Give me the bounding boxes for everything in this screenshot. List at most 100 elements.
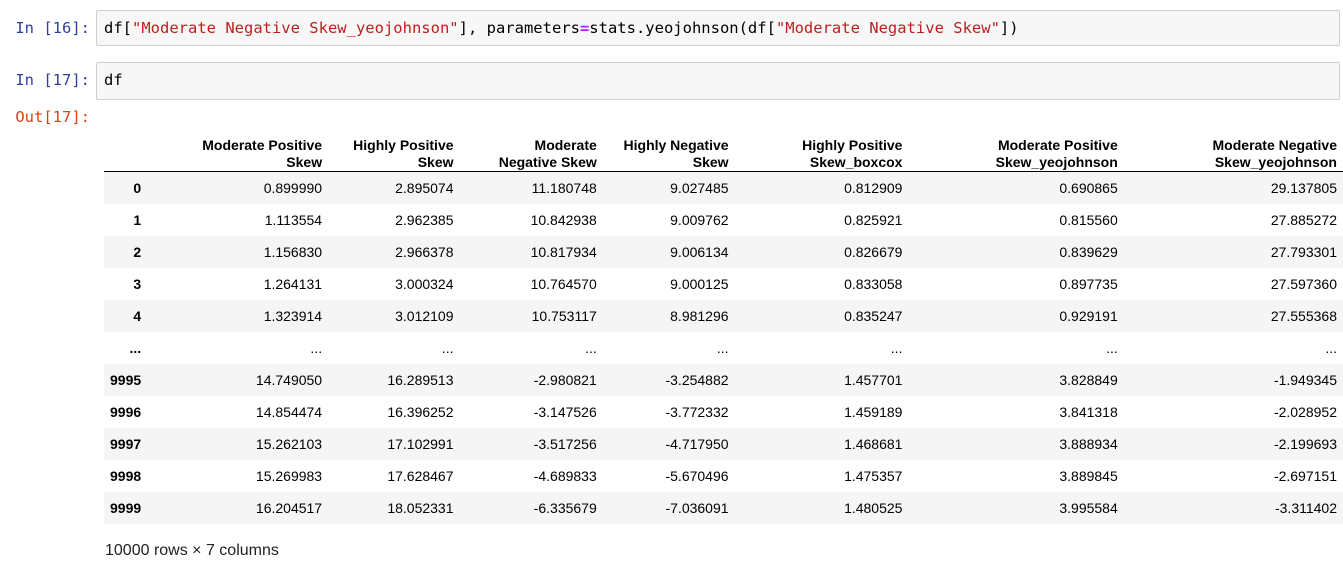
table-cell: 9.009762	[670, 211, 729, 228]
code-token: df	[104, 71, 123, 89]
table-cell: 1.457701	[844, 371, 903, 388]
output-prompt-17: Out[17]:	[15, 108, 90, 126]
row-index: 1	[133, 211, 142, 228]
table-cell: 1.264131	[263, 275, 323, 292]
table-cell: -3.147526	[533, 403, 597, 420]
table-cell: ...	[310, 339, 323, 356]
table-cell: 3.889845	[1059, 467, 1118, 484]
code-cell-17[interactable]: In [17]: df	[0, 62, 1343, 100]
table-cell: ...	[716, 339, 729, 356]
code-token: ], parameters	[458, 19, 580, 37]
column-header-line: Skew	[692, 154, 729, 170]
table-cell: -2.199693	[1273, 435, 1337, 452]
column-header-line: Moderate	[534, 137, 597, 153]
column-header: Moderate Positive Skew	[147, 124, 329, 172]
code-token: stats.yeojohnson(df[	[589, 19, 776, 37]
row-index: 2	[133, 243, 142, 260]
table-row: 9999 16.204517 18.052331 -6.335679 -7.036091…	[104, 491, 1343, 524]
table-cell: 9.006134	[670, 243, 729, 260]
table-cell: 0.812909	[844, 179, 903, 196]
table-cell: 1.475357	[844, 467, 903, 484]
table-cell: 16.204517	[255, 499, 323, 516]
table-cell: 9.000125	[670, 275, 729, 292]
table-row: 2 1.156830 2.966378 10.817934 9.006134 0.8266…	[104, 235, 1343, 268]
table-cell: 0.899990	[263, 179, 323, 196]
table-cell: 0.825921	[844, 211, 903, 228]
table-cell: 3.888934	[1059, 435, 1118, 452]
table-cell: -3.254882	[665, 371, 729, 388]
column-header-line: Negative Skew	[498, 154, 597, 170]
table-cell: 27.555368	[1270, 307, 1337, 324]
table-cell: -6.335679	[533, 499, 597, 516]
table-row: 1 1.113554 2.962385 10.842938 9.009762 0.8259…	[104, 204, 1343, 236]
code-token: ])	[999, 19, 1019, 37]
table-cell: -1.949345	[1273, 371, 1337, 388]
table-cell: 2.962385	[395, 211, 454, 228]
row-index: 9997	[110, 435, 142, 452]
table-cell: 3.995584	[1059, 499, 1118, 516]
table-cell: ...	[585, 339, 597, 356]
table-cell: 1.468681	[844, 435, 903, 452]
column-header: Highly Positive Skew	[328, 124, 460, 172]
table-cell: 10.817934	[530, 243, 597, 260]
row-index: ...	[129, 339, 142, 356]
table-cell: 8.981296	[670, 307, 729, 324]
row-index: 0	[133, 179, 142, 196]
code-editor-16[interactable]: df["Moderate Negative Skew_yeojohnson"],…	[96, 10, 1340, 46]
column-header-line: Skew_yeojohnson	[1214, 154, 1337, 170]
input-prompt-17: In [17]:	[15, 71, 90, 89]
column-header-line: Skew_boxcox	[809, 154, 903, 170]
table-cell: 17.102991	[387, 435, 454, 452]
column-header-line: Moderate Positive	[997, 137, 1118, 153]
table-cell: -4.717950	[665, 435, 729, 452]
column-header-line: Skew	[286, 154, 323, 170]
code-cell-16[interactable]: In [16]: df["Moderate Negative Skew_yeoj…	[0, 10, 1343, 46]
table-cell: -5.670496	[665, 467, 729, 484]
table-cell: -3.311402	[1274, 499, 1337, 516]
table-cell: ...	[441, 339, 454, 356]
code-token: df[	[104, 19, 132, 37]
table-cell: 29.137805	[1270, 179, 1337, 196]
table-cell: 3.012109	[395, 307, 454, 324]
column-header-line: Moderate Negative	[1212, 137, 1337, 153]
table-cell: 17.628467	[387, 467, 454, 484]
column-header: Moderate Positive Skew_yeojohnson	[908, 124, 1124, 172]
table-cell: 2.895074	[395, 179, 454, 196]
table-cell: 16.289513	[387, 371, 454, 388]
table-cell: 3.000324	[395, 275, 454, 292]
code-token: =	[579, 19, 590, 37]
dataframe-table: Moderate Positive Skew Highly Positive Skew…	[104, 124, 1343, 524]
table-cell: 0.833058	[844, 275, 903, 292]
table-cell: 0.897735	[1059, 275, 1118, 292]
table-cell: -2.697151	[1273, 467, 1337, 484]
column-header-line: Highly Positive	[353, 137, 454, 153]
column-header-line: Highly Negative	[623, 137, 729, 153]
table-row: 4 1.323914 3.012109 10.753117 8.981296 0.8352…	[104, 299, 1343, 332]
column-header: Moderate Negative Skew	[459, 124, 603, 172]
table-cell: ...	[1106, 339, 1118, 356]
table-cell: ...	[1325, 339, 1337, 356]
code-editor-17[interactable]: df	[96, 62, 1340, 100]
row-index: 4	[133, 307, 142, 324]
row-index: 9996	[110, 403, 142, 420]
table-cell: -3.517256	[533, 435, 597, 452]
column-header-line: Skew	[417, 154, 454, 170]
code-token: "Moderate Negative Skew"	[775, 19, 1000, 37]
table-row: 3 1.264131 3.000324 10.764570 9.000125 0.8330…	[104, 268, 1343, 300]
row-index: 9998	[110, 467, 142, 484]
column-header: Highly Negative Skew	[602, 124, 735, 172]
table-cell: 0.815560	[1059, 211, 1118, 228]
table-cell: 18.052331	[387, 499, 454, 516]
dataframe-shape-label: 10000 rows × 7 columns	[105, 542, 279, 559]
table-cell: 1.113554	[264, 211, 323, 228]
table-cell: -3.772332	[665, 403, 729, 420]
table-cell: 14.749050	[255, 371, 323, 388]
table-cell: 1.480525	[844, 499, 903, 516]
table-row: 0 0.899990 2.895074 11.180748 9.027485 0.8129…	[104, 171, 1343, 204]
table-cell: 0.690865	[1059, 179, 1118, 196]
table-row: 9995 14.749050 16.289513 -2.980821 -3.254882…	[104, 363, 1343, 396]
table-cell: 27.597360	[1270, 275, 1337, 292]
input-prompt-16: In [16]:	[15, 19, 90, 37]
table-cell: 1.323914	[263, 307, 323, 324]
table-cell: -7.036091	[665, 499, 729, 516]
